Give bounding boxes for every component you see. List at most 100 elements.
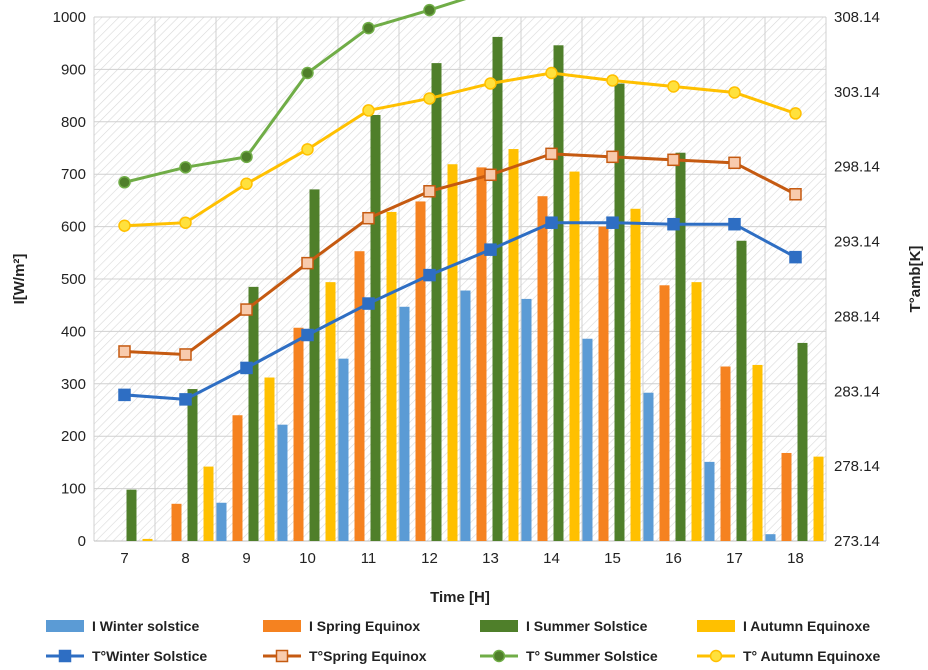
x-tick-label: 12 [421,550,438,567]
line-point [789,107,802,120]
line-point [118,345,131,358]
tick-labels: 0 100 200 300 400 500 600 700 800 900 1000 273.14 27… [53,9,880,567]
series-line [124,221,797,401]
line-point [423,268,436,282]
y2-tick-label: 293.14 [834,234,880,251]
line-point [118,176,131,189]
bar [659,285,670,541]
line-point [362,104,375,117]
bar [386,211,397,542]
line-point [484,77,497,90]
legend-swatch [697,620,735,632]
legend-label: I Winter solstice [92,618,199,634]
legend: I Winter solstice I Spring Equinox I Summe… [46,618,881,664]
line-point [240,150,253,164]
line-point [423,92,436,105]
line-point [728,156,741,170]
bar [598,226,609,541]
bar [187,389,198,541]
x-tick-label: 7 [120,550,128,567]
y-tick-label: 1000 [53,9,86,26]
bar [354,251,365,541]
line-point [362,211,375,225]
line-point [423,185,436,198]
y-tick-label: 500 [61,271,86,288]
y2-tick-label: 298.14 [834,159,880,176]
x-tick-label: 9 [242,550,250,567]
bar [736,240,747,542]
line-point [240,361,253,375]
bar [338,358,349,541]
legend-label: I Summer Solstice [526,618,648,634]
x-tick-label: 16 [665,550,682,567]
line-point [667,217,680,231]
x-axis-title: Time [H] [430,589,490,606]
x-tick-label: 10 [299,550,316,567]
line-point [789,250,802,264]
line-point [179,393,192,406]
bar [720,366,731,541]
line-point [301,256,314,270]
y2-tick-label: 303.14 [834,84,880,101]
y2-axis-title: T°amb[K] [907,246,924,313]
line-point [667,80,680,93]
bar [492,36,503,542]
bar [553,45,564,542]
x-tick-label: 15 [604,550,621,567]
y2-tick-label: 273.14 [834,533,880,550]
line-point [484,243,497,256]
gridlines [93,16,827,542]
line-point [275,649,289,663]
y-tick-label: 900 [61,61,86,78]
bar [752,364,763,541]
bar [232,415,243,541]
bar [309,189,320,541]
legend-label: T°Spring Equinox [309,648,427,664]
bar [582,338,593,541]
y2-tick-label: 288.14 [834,308,880,325]
x-tick-label: 11 [361,550,377,567]
line-point [492,649,506,663]
line-point [118,388,131,402]
legend-label: I Autumn Equinoxe [743,618,870,634]
bar [447,164,458,541]
line-point [58,649,72,663]
line-point [179,348,192,361]
x-tick-label: 8 [181,550,189,567]
line-point [179,161,192,174]
bar [691,282,702,541]
line-point [179,216,192,229]
y-tick-label: 700 [61,166,86,183]
line-point [789,188,802,201]
bar [704,461,715,541]
y2-tick-label: 283.14 [834,383,880,400]
x-tick-label: 18 [787,550,804,567]
bar [293,327,304,541]
y-tick-label: 600 [61,219,86,236]
bar [765,534,776,541]
x-tick-label: 13 [482,550,499,567]
line-point [545,216,558,229]
bar [675,152,686,541]
bar [781,452,792,541]
bar [614,83,625,541]
bar [248,286,259,541]
bar [399,306,410,541]
line-point [362,21,375,35]
series-line [124,152,797,356]
legend-swatch [263,620,301,632]
bar [216,502,227,541]
legend-swatch [480,620,518,632]
line-point [118,219,131,232]
line-point [545,66,558,80]
legend-label: T° Summer Solstice [526,648,658,664]
bar [415,201,426,541]
line-point [606,150,619,164]
bar [460,290,471,541]
line-point [301,328,314,342]
line-series [118,0,802,406]
bar [203,466,214,541]
y-axis-title: I[W/m²] [11,254,28,305]
bar-series [126,36,824,542]
